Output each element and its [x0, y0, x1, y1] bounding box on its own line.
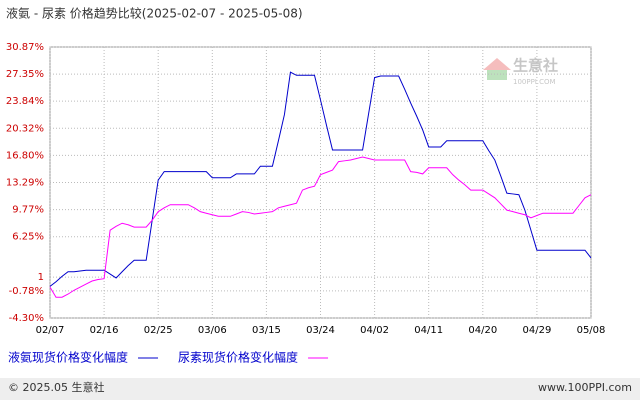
x-tick-label: 03/06 — [198, 325, 227, 336]
y-tick-label: 20.32% — [6, 123, 44, 134]
y-tick-label: -0.78% — [9, 286, 44, 297]
watermark-icon — [483, 58, 511, 70]
footer-bar — [0, 378, 640, 400]
y-tick-label: 23.84% — [6, 96, 44, 107]
data-line — [49, 71, 592, 287]
y-tick-label: 6.25% — [12, 232, 44, 243]
footer-left: © 2025.05 生意社 — [8, 380, 104, 394]
x-tick-label: 02/16 — [90, 325, 119, 336]
y-tick-label: 30.87% — [6, 42, 44, 53]
x-tick-label: 03/24 — [306, 325, 335, 336]
legend-label: 尿素现货价格变化幅度 — [178, 350, 298, 365]
y-tick-label: 27.35% — [6, 69, 44, 80]
x-tick-label: 04/20 — [468, 325, 497, 336]
watermark-site: 100PPI.COM — [513, 78, 556, 86]
x-tick-label: 04/29 — [522, 325, 551, 336]
watermark-icon — [487, 70, 507, 80]
watermark-name: 生意社 — [513, 57, 558, 75]
y-tick-label: -4.30% — [9, 313, 44, 324]
legend-label: 液氨现货价格变化幅度 — [8, 350, 128, 365]
x-tick-label: 03/15 — [252, 325, 281, 336]
watermark: 生意社 100PPI.COM — [483, 57, 558, 86]
footer-right: www.100PPI.com — [538, 381, 632, 394]
x-tick-label: 05/08 — [577, 325, 606, 336]
chart-title: 液氨 - 尿素 价格趋势比较(2025-02-07 - 2025-05-08) — [6, 6, 303, 21]
y-tick-label: 9.77% — [12, 205, 44, 216]
x-tick-label: 02/07 — [36, 325, 65, 336]
data-line — [49, 156, 592, 298]
x-tick-label: 02/25 — [144, 325, 173, 336]
x-tick-label: 04/02 — [360, 325, 389, 336]
y-tick-label: 1 — [38, 272, 44, 283]
y-tick-label: 13.29% — [6, 177, 44, 188]
x-tick-label: 04/11 — [414, 325, 443, 336]
y-tick-label: 16.80% — [6, 150, 44, 161]
